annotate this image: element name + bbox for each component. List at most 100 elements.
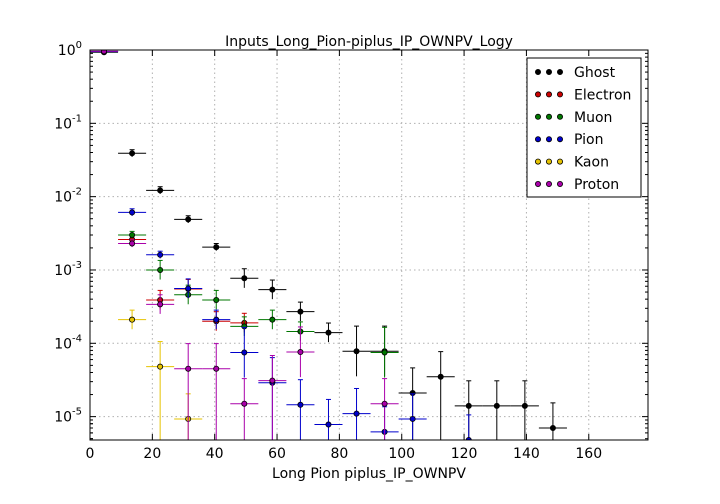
- series-layer: [90, 50, 567, 440]
- y-tick-exponent: -1: [72, 113, 82, 124]
- y-tick-exponent: -4: [72, 333, 82, 344]
- legend-marker: [557, 113, 564, 120]
- x-tick-label: 100: [388, 446, 415, 462]
- legend-marker: [546, 158, 553, 165]
- series-kaon: [118, 309, 203, 440]
- legend-label: Ghost: [574, 65, 616, 81]
- x-tick-label: 80: [330, 446, 348, 462]
- data-point: [241, 400, 248, 407]
- y-tick-label: 100: [58, 40, 82, 59]
- legend-item-electron: Electron: [535, 87, 631, 103]
- data-point: [157, 301, 164, 308]
- legend-label: Muon: [574, 110, 612, 126]
- data-point: [129, 150, 136, 157]
- series-pion: [90, 50, 483, 440]
- legend-marker: [535, 180, 542, 187]
- y-tick-base: 10: [58, 43, 76, 59]
- y-tick-exponent: -3: [72, 260, 82, 271]
- data-point: [465, 402, 472, 409]
- y-tick-base: 10: [54, 190, 72, 206]
- data-point: [297, 308, 304, 315]
- data-point: [157, 251, 164, 258]
- y-tick-exponent: -5: [72, 407, 82, 418]
- data-point: [353, 348, 360, 355]
- y-tick-exponent: 0: [76, 40, 82, 51]
- data-point: [521, 402, 528, 409]
- legend-marker: [535, 136, 542, 143]
- data-point: [297, 349, 304, 356]
- y-tick-label: 10-4: [54, 333, 82, 352]
- series-ghost: [90, 50, 567, 440]
- legend-box: [526, 57, 642, 198]
- legend-marker: [535, 158, 542, 165]
- y-tick-base: 10: [54, 116, 72, 132]
- data-point: [157, 187, 164, 194]
- y-tick-base: 10: [54, 263, 72, 279]
- data-point: [353, 410, 360, 417]
- legend-marker: [535, 113, 542, 120]
- data-point: [185, 365, 192, 372]
- x-tick-label: 60: [268, 446, 286, 462]
- data-point: [213, 316, 220, 323]
- data-point: [129, 231, 136, 238]
- x-tick-label: 20: [143, 446, 161, 462]
- legend-label: Proton: [574, 177, 619, 193]
- legend-marker: [557, 158, 564, 165]
- y-tick-label: 10-2: [54, 187, 82, 206]
- legend-item-muon: Muon: [535, 110, 612, 126]
- data-point: [213, 244, 220, 251]
- legend-marker: [557, 91, 564, 98]
- y-tick-label: 10-1: [54, 113, 82, 132]
- x-tick-label: 160: [575, 446, 602, 462]
- data-point: [269, 286, 276, 293]
- legend-marker: [546, 113, 553, 120]
- data-point: [269, 377, 276, 384]
- ticks: 0 20 40 60 80 100 120 140 16010010-110-210-310-4…: [54, 40, 648, 462]
- legend-marker: [557, 180, 564, 187]
- x-tick-label: 0: [86, 446, 95, 462]
- legend-marker: [546, 136, 553, 143]
- data-point: [381, 349, 388, 356]
- legend-marker: [546, 180, 553, 187]
- legend-item-kaon: Kaon: [535, 155, 609, 171]
- data-point: [297, 401, 304, 408]
- y-tick-exponent: -2: [72, 187, 82, 198]
- data-point: [381, 400, 388, 407]
- y-tick-base: 10: [54, 410, 72, 426]
- y-tick-base: 10: [54, 336, 72, 352]
- legend-marker: [546, 69, 553, 76]
- data-point: [129, 209, 136, 216]
- legend-item-pion: Pion: [535, 132, 603, 148]
- x-tick-label: 140: [513, 446, 540, 462]
- x-axis-label: Long Pion piplus_IP_OWNPV: [272, 466, 466, 482]
- plot-frame: [89, 49, 649, 441]
- data-point: [325, 329, 332, 336]
- data-point: [157, 363, 164, 370]
- legend-label: Electron: [574, 87, 631, 103]
- legend-item-ghost: Ghost: [535, 65, 616, 81]
- x-tick-label: 120: [451, 446, 478, 462]
- legend-label: Pion: [574, 132, 603, 148]
- data-point: [325, 421, 332, 428]
- data-point: [101, 50, 108, 55]
- data-point: [409, 415, 416, 422]
- data-point: [213, 365, 220, 372]
- data-point: [185, 285, 192, 292]
- series-proton: [90, 50, 399, 440]
- data-point: [269, 316, 276, 323]
- legend-marker: [546, 91, 553, 98]
- data-point: [549, 424, 556, 431]
- y-tick-label: 10-5: [54, 407, 82, 426]
- data-point: [493, 402, 500, 409]
- chart-title: Inputs_Long_Pion-piplus_IP_OWNPV_Logy: [225, 34, 513, 50]
- x-tick-label: 40: [206, 446, 224, 462]
- legend-marker: [557, 136, 564, 143]
- data-point: [157, 266, 164, 273]
- data-point: [241, 349, 248, 356]
- data-point: [437, 373, 444, 380]
- legend: Ghost Electron Muon Pion Kaon Proton: [526, 57, 642, 198]
- data-point: [129, 316, 136, 323]
- data-point: [185, 216, 192, 223]
- data-point: [241, 275, 248, 282]
